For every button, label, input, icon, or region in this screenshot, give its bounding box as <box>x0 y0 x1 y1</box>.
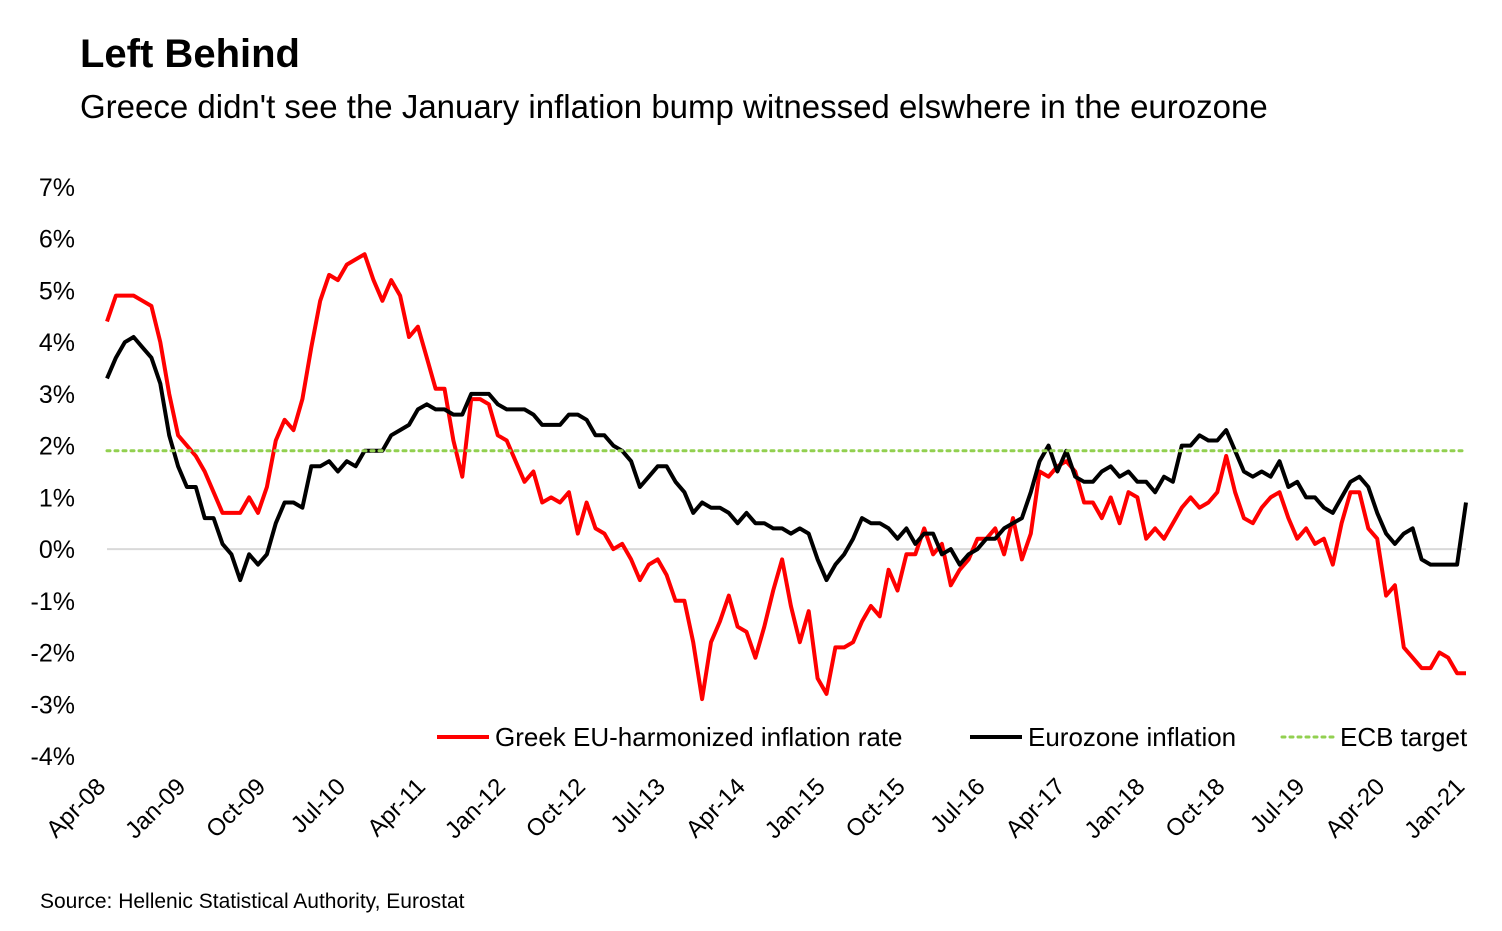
y-tick-label: -4% <box>31 743 75 771</box>
x-tick-label: Jan-15 <box>760 773 831 844</box>
series-line-greek-eu-harmonized-inflation-rate <box>105 252 1466 702</box>
y-tick-label: 4% <box>39 329 75 357</box>
legend-label-ecb-target: ECB target <box>1340 722 1468 752</box>
x-tick-label: Apr-14 <box>681 773 751 843</box>
y-tick-label: -2% <box>31 640 75 668</box>
x-axis: Apr-08 Jan-09 Oct-09 Jul-10 Apr-11 Jan-12 Oct-… <box>41 773 1470 844</box>
x-tick-label: Jan-18 <box>1079 773 1150 844</box>
series-line-eurozone-inflation <box>105 335 1468 583</box>
y-axis: 7% 6% 5% 4% 3% 2% 1% 0% -1% -2% -3% -4% <box>31 174 75 771</box>
x-tick-label: Jan-09 <box>120 773 191 844</box>
x-tick-label: Jul-10 <box>286 773 351 838</box>
chart-subtitle: Greece didn't see the January inflation … <box>80 88 1268 125</box>
x-tick-label: Oct-15 <box>841 773 911 843</box>
y-tick-label: 2% <box>39 433 75 461</box>
legend-label-greek-eu-harmonized-inflation-rate: Greek EU-harmonized inflation rate <box>495 722 903 752</box>
x-tick-label: Jul-16 <box>925 773 990 838</box>
x-tick-label: Jan-21 <box>1399 773 1470 844</box>
source-note: Source: Hellenic Statistical Authority, … <box>40 890 465 913</box>
y-tick-label: -3% <box>31 691 75 719</box>
x-tick-label: Jul-19 <box>1245 773 1310 838</box>
y-tick-label: 3% <box>39 381 75 409</box>
y-tick-label: 0% <box>39 536 75 564</box>
y-tick-label: 6% <box>39 226 75 254</box>
legend: Greek EU-harmonized inflation rate Eurozo… <box>437 722 1468 752</box>
x-tick-label: Apr-08 <box>41 773 111 843</box>
x-tick-label: Apr-17 <box>1001 773 1071 843</box>
x-tick-label: Oct-12 <box>521 773 591 843</box>
y-tick-label: 5% <box>39 277 75 305</box>
x-tick-label: Oct-09 <box>201 773 271 843</box>
y-tick-label: -1% <box>31 588 75 616</box>
x-tick-label: Jan-12 <box>440 773 511 844</box>
x-tick-label: Apr-20 <box>1320 773 1390 843</box>
x-tick-label: Apr-11 <box>362 773 431 842</box>
legend-label-eurozone-inflation: Eurozone inflation <box>1028 722 1236 752</box>
x-tick-label: Oct-18 <box>1160 773 1230 843</box>
series-group <box>105 252 1468 702</box>
y-tick-label: 7% <box>39 174 75 202</box>
chart-title: Left Behind <box>80 32 300 76</box>
x-tick-label: Jul-13 <box>606 773 671 838</box>
y-tick-label: 1% <box>39 484 75 512</box>
